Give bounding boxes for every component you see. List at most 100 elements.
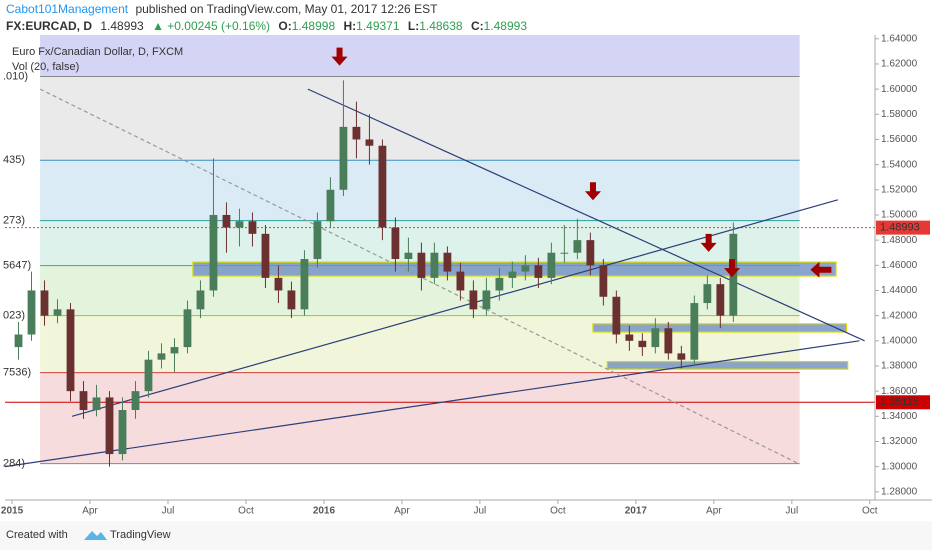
brand-link[interactable]: TradingView bbox=[110, 529, 171, 541]
candle-body bbox=[131, 391, 140, 411]
price-label-box bbox=[876, 220, 930, 235]
annotation-arrow bbox=[724, 259, 741, 278]
footer-bg bbox=[0, 521, 932, 550]
y-tick-label: 1.62000 bbox=[881, 59, 918, 70]
candle-body bbox=[40, 290, 49, 316]
y-tick-label: 1.56000 bbox=[881, 134, 918, 145]
brand-logo bbox=[84, 531, 107, 540]
candle-body bbox=[651, 328, 660, 348]
ohlc-value: 1.48998 bbox=[292, 19, 336, 33]
candle-body bbox=[287, 290, 296, 310]
ohlc-label: L: bbox=[408, 19, 419, 33]
annotation-arrow bbox=[584, 182, 601, 201]
header-line: Cabot101Management published on TradingV… bbox=[6, 2, 438, 16]
candle-body bbox=[690, 303, 699, 360]
fib-label: 023) bbox=[3, 310, 25, 322]
candle-body bbox=[456, 271, 465, 291]
candle-body bbox=[196, 290, 205, 310]
x-tick-label: Apr bbox=[394, 506, 410, 517]
ohlc-label: O: bbox=[278, 19, 291, 33]
candle-body bbox=[261, 233, 270, 278]
candle-body bbox=[417, 252, 426, 278]
candle-body bbox=[170, 347, 179, 354]
price-label: 1.35115 bbox=[880, 396, 919, 408]
candle-body bbox=[716, 284, 725, 316]
candle-body bbox=[495, 277, 504, 291]
zone bbox=[606, 360, 849, 370]
candle-body bbox=[430, 252, 439, 278]
candle-body bbox=[625, 334, 634, 341]
overlay: .010)435)273)5647)023)7536)284)1.351151.… bbox=[1, 33, 930, 517]
candle-body bbox=[404, 252, 413, 260]
candle-body bbox=[638, 340, 647, 348]
candle-body bbox=[547, 252, 556, 278]
x-tick-label: 2016 bbox=[313, 506, 336, 517]
y-tick-label: 1.44000 bbox=[881, 285, 918, 296]
candle-body bbox=[339, 126, 348, 190]
fib-label: .010) bbox=[3, 70, 28, 82]
candle-body bbox=[365, 139, 374, 146]
trendline bbox=[307, 88, 865, 342]
ohlc-value: 1.48638 bbox=[419, 19, 463, 33]
candle-body bbox=[326, 189, 335, 222]
candle-body bbox=[534, 265, 543, 278]
candle-body bbox=[521, 265, 530, 272]
x-tick-label: Jul bbox=[474, 506, 487, 517]
quote-line: FX:EURCAD, D 1.48993 ▲ +0.00245 (+0.16%)… bbox=[6, 19, 527, 33]
candle-body bbox=[235, 221, 244, 228]
fib-band bbox=[40, 76, 800, 161]
annotation-arrow bbox=[810, 261, 832, 278]
candle-body bbox=[222, 214, 231, 228]
published: published on TradingView.com, May 01, 20… bbox=[135, 2, 438, 16]
y-tick-label: 1.36000 bbox=[881, 386, 918, 397]
candle-body bbox=[469, 290, 478, 310]
fib-label: 7536) bbox=[3, 367, 31, 379]
price-label: 1.48993 bbox=[880, 222, 920, 234]
annotation-arrow bbox=[700, 233, 717, 252]
x-tick-label: Apr bbox=[706, 506, 722, 517]
candle-body bbox=[92, 397, 101, 411]
candle-body bbox=[209, 214, 218, 291]
fib-label: 284) bbox=[3, 458, 25, 470]
candle-body bbox=[664, 328, 673, 354]
y-tick-label: 1.30000 bbox=[881, 461, 918, 472]
fib-label: 273) bbox=[3, 215, 25, 227]
y-tick-label: 1.46000 bbox=[881, 260, 918, 271]
candle-body bbox=[313, 221, 322, 260]
fib-band bbox=[40, 35, 800, 77]
candle-body bbox=[378, 145, 387, 228]
y-tick-label: 1.60000 bbox=[881, 84, 918, 95]
author-link[interactable]: Cabot101Management bbox=[6, 2, 129, 16]
trendline bbox=[5, 340, 860, 468]
fib-band bbox=[40, 160, 800, 221]
candle-body bbox=[612, 296, 621, 335]
y-tick-label: 1.58000 bbox=[881, 109, 918, 120]
y-tick-label: 1.50000 bbox=[881, 210, 918, 221]
candle-body bbox=[573, 240, 582, 253]
y-tick-label: 1.32000 bbox=[881, 436, 918, 447]
chart-title: Euro Fx/Canadian Dollar, D, FXCM bbox=[12, 46, 183, 58]
symbol: FX:EURCAD, D bbox=[6, 19, 92, 33]
candle-body bbox=[508, 271, 517, 278]
chart-subtitle: Vol (20, false) bbox=[12, 61, 79, 73]
y-tick-label: 1.48000 bbox=[881, 235, 918, 246]
y-tick-label: 1.52000 bbox=[881, 184, 918, 195]
candle-body bbox=[300, 259, 309, 310]
candle-body bbox=[352, 126, 361, 140]
fib-label: 435) bbox=[3, 154, 25, 166]
y-tick-label: 1.34000 bbox=[881, 411, 918, 422]
x-tick-label: Oct bbox=[238, 506, 254, 517]
x-tick-label: Jul bbox=[162, 506, 175, 517]
ohlc-label: H: bbox=[343, 19, 356, 33]
footer-text: Created with bbox=[6, 529, 68, 541]
candle-body bbox=[27, 290, 36, 335]
candle-body bbox=[677, 353, 686, 360]
candle-body bbox=[482, 290, 491, 310]
candle-body bbox=[599, 265, 608, 297]
zone bbox=[592, 323, 848, 333]
y-tick-label: 1.28000 bbox=[881, 486, 918, 497]
annotation-arrow bbox=[331, 47, 348, 66]
candle-body bbox=[183, 309, 192, 348]
